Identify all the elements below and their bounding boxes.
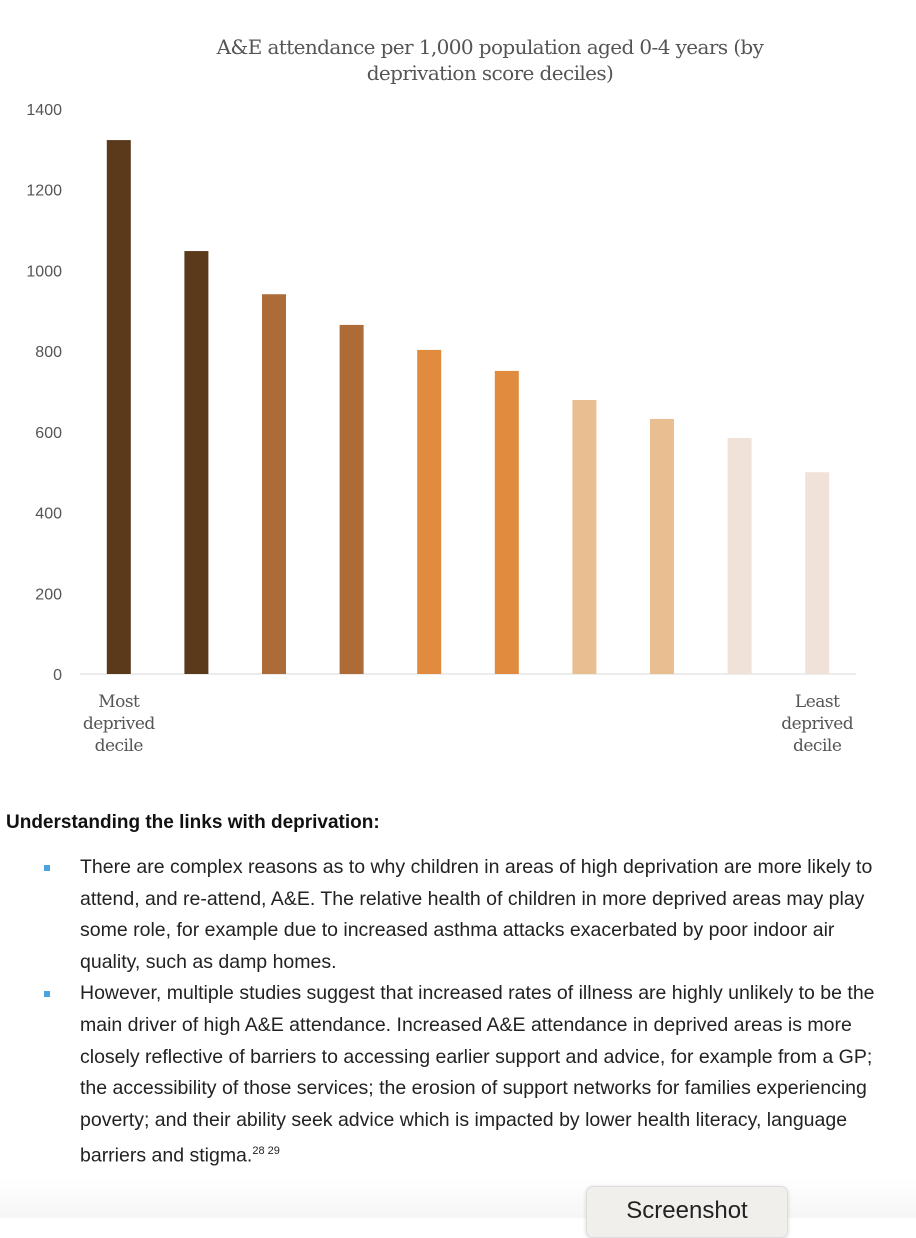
bar [184, 251, 209, 675]
y-tick-label: 0 [53, 667, 62, 684]
bar [339, 324, 364, 674]
y-tick-label: 1000 [26, 263, 62, 280]
list-item: There are complex reasons as to why chil… [0, 852, 916, 978]
x-tick-label-most-deprived: deprived [83, 714, 156, 734]
y-tick-label: 1200 [26, 183, 62, 200]
bullet-text: However, multiple studies suggest that i… [80, 982, 875, 1167]
bar [572, 399, 597, 674]
y-tick-label: 400 [35, 506, 62, 523]
footnote-refs: 28 29 [252, 1145, 280, 1158]
x-tick-label-least-deprived: deprived [781, 714, 854, 734]
x-tick-label-most-deprived: Most [98, 692, 140, 712]
bullet-list: There are complex reasons as to why chil… [0, 852, 916, 1172]
y-tick-label: 200 [35, 586, 62, 603]
bullet-square-icon [44, 991, 50, 998]
bar [417, 349, 442, 674]
section-heading: Understanding the links with deprivation… [6, 812, 380, 833]
bar [727, 437, 752, 674]
x-tick-label-least-deprived: decile [793, 736, 842, 756]
bullet-text: There are complex reasons as to why chil… [80, 856, 873, 973]
y-tick-label: 800 [35, 344, 62, 361]
bar [650, 418, 674, 674]
x-tick-label-most-deprived: decile [95, 736, 144, 756]
bar [494, 370, 519, 674]
bullet-square-icon [44, 865, 50, 871]
x-tick-label-least-deprived: Least [795, 692, 840, 712]
y-tick-label: 1400 [26, 102, 62, 119]
bar [262, 294, 286, 674]
list-item: However, multiple studies suggest that i… [0, 978, 916, 1172]
screenshot-button[interactable]: Screenshot [586, 1186, 788, 1238]
chart-title: A&E attendance per 1,000 population aged… [216, 35, 764, 85]
bar-chart: 0200400600800100012001400Mostdepriveddec… [26, 102, 856, 756]
bar [805, 472, 830, 674]
bar [106, 140, 131, 674]
y-tick-label: 600 [35, 425, 62, 442]
